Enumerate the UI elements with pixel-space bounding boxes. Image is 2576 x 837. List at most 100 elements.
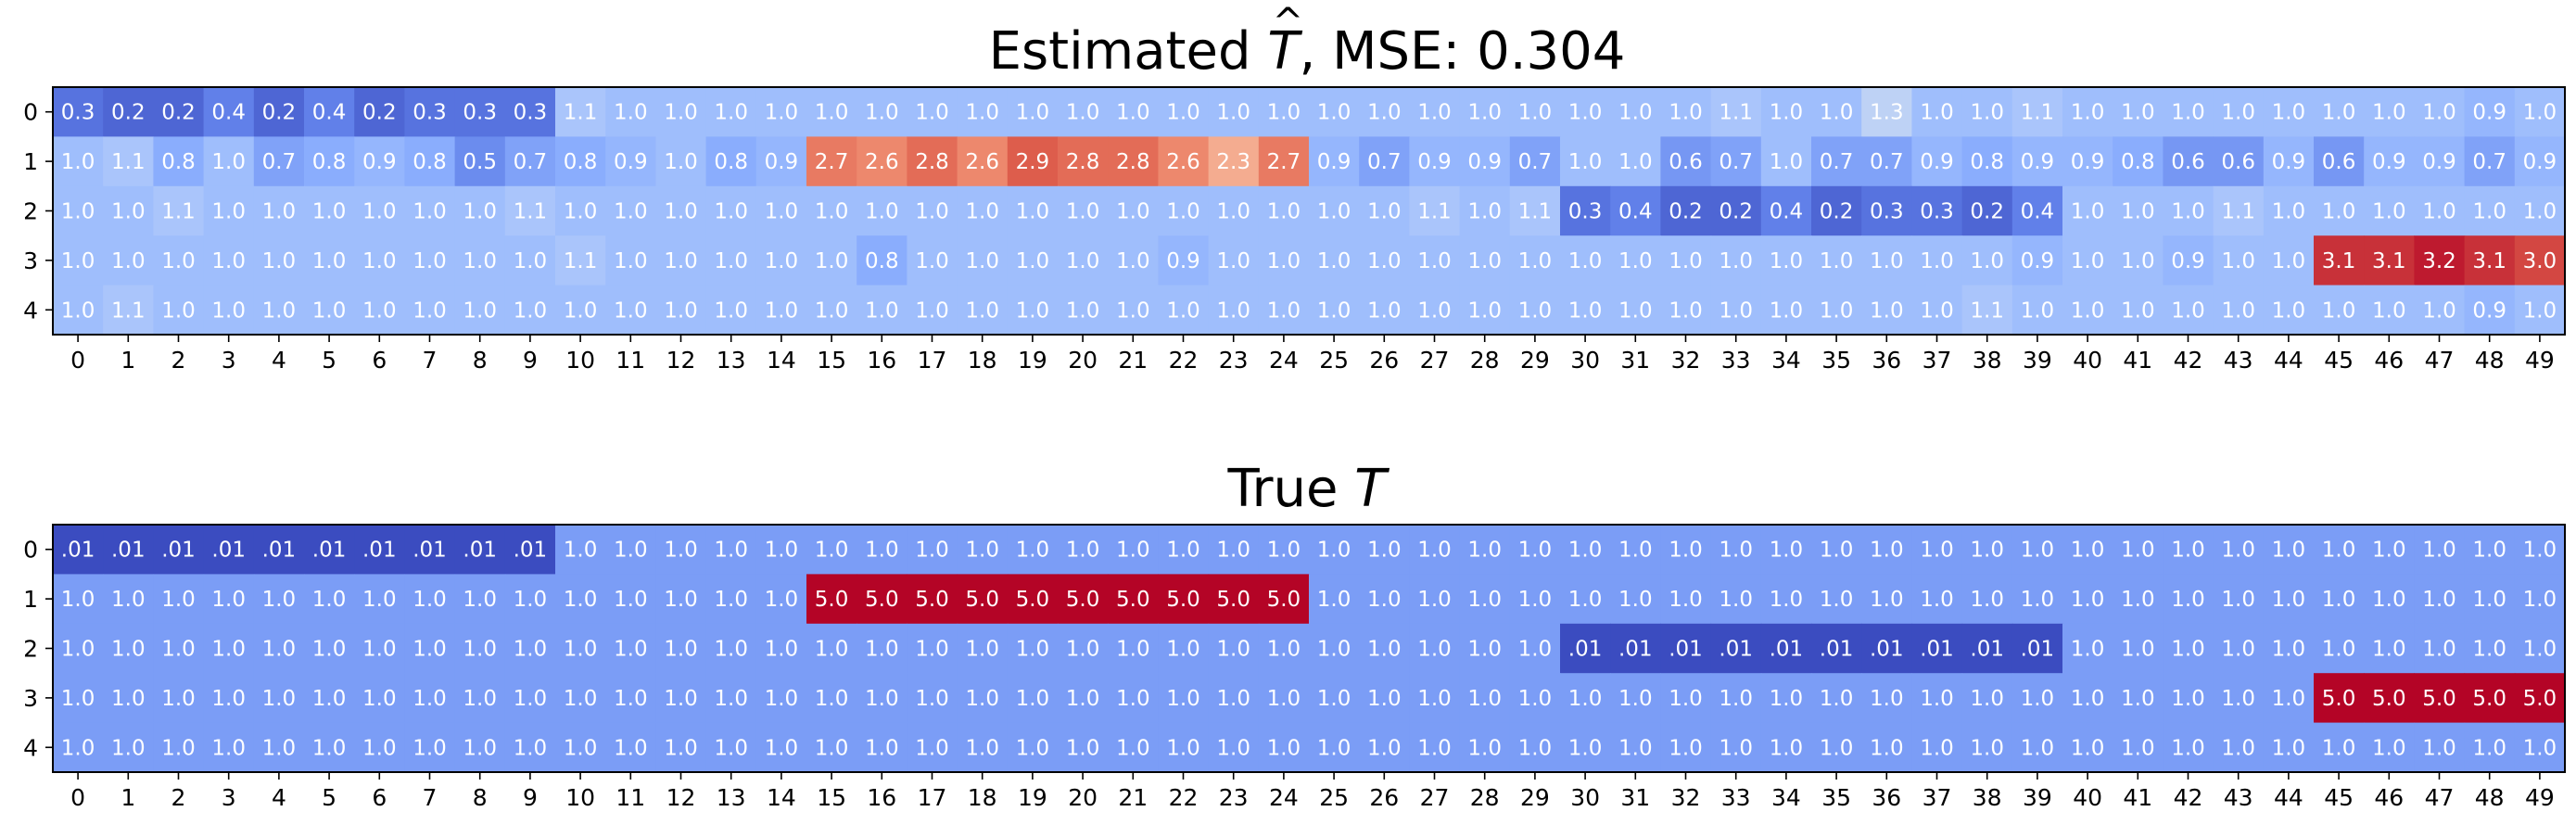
true-cell-r0-c9: [504, 525, 556, 575]
estimated-cell-r3-c6: [354, 235, 405, 286]
estimated-cell-r3-c49: [2514, 235, 2566, 286]
estimated-cell-r1-c38: [1961, 136, 2013, 187]
true-cell-r4-c11: [605, 722, 656, 773]
estimated-cell-r1-c33: [1710, 136, 1762, 187]
estimated-cell-r4-c28: [1459, 285, 1511, 336]
true-cell-label-r3-c22: 1.0: [1166, 687, 1200, 711]
true-cell-r2-c21: [1108, 623, 1159, 674]
estimated-cell-label-r1-c23: 2.3: [1216, 150, 1250, 174]
estimated-cell-r2-c36: [1861, 185, 1912, 236]
true-cell-label-r4-c23: 1.0: [1216, 736, 1250, 760]
estimated-cell-label-r1-c26: 0.7: [1367, 150, 1402, 174]
estimated-x-tick-label-12: 12: [666, 347, 696, 374]
true-cell-label-r3-c25: 1.0: [1317, 687, 1351, 711]
true-y-tick-label-1: 1: [23, 586, 38, 613]
estimated-cell-r2-c14: [755, 185, 807, 236]
true-x-tick-label-2: 2: [171, 784, 186, 811]
estimated-cell-r1-c13: [705, 136, 757, 187]
true-cell-label-r3-c17: 1.0: [915, 687, 949, 711]
estimated-cell-r3-c30: [1560, 235, 1611, 286]
estimated-cell-label-r0-c34: 1.0: [1770, 101, 1804, 125]
true-cell-r3-c12: [655, 673, 707, 724]
estimated-cell-r0-c29: [1509, 87, 1561, 137]
true-x-tick-label-26: 26: [1369, 784, 1399, 811]
estimated-cell-r3-c37: [1911, 235, 1963, 286]
estimated-cell-label-r1-c16: 2.6: [865, 150, 899, 174]
true-cell-label-r2-c27: 1.0: [1417, 638, 1452, 662]
estimated-cell-label-r2-c39: 0.4: [2021, 200, 2055, 224]
true-cell-label-r1-c11: 1.0: [614, 588, 648, 612]
estimated-cell-label-r3-c43: 1.0: [2221, 249, 2255, 273]
estimated-cell-label-r2-c44: 1.0: [2272, 200, 2306, 224]
estimated-cell-label-r3-c2: 1.0: [161, 249, 196, 273]
estimated-cell-r2-c33: [1710, 185, 1762, 236]
estimated-x-tick-label-48: 48: [2475, 347, 2505, 374]
true-cell-label-r0-c14: 1.0: [765, 539, 799, 563]
true-cell-label-r0-c16: 1.0: [865, 539, 899, 563]
true-cell-label-r4-c40: 1.0: [2071, 736, 2105, 760]
estimated-cell-r0-c31: [1610, 87, 1661, 137]
true-y-tick-label-3: 3: [23, 685, 38, 712]
true-cell-r1-c7: [404, 574, 456, 625]
true-cell-r2-c17: [907, 623, 958, 674]
true-cell-r2-c45: [2314, 623, 2365, 674]
true-cell-r2-c0: [53, 623, 104, 674]
true-cell-label-r0-c46: 1.0: [2372, 539, 2406, 563]
true-cell-r2-c10: [555, 623, 606, 674]
estimated-cell-label-r4-c17: 1.0: [915, 298, 949, 323]
estimated-cell-r4-c26: [1359, 285, 1410, 336]
estimated-cell-r1-c49: [2514, 136, 2566, 187]
estimated-x-tick-label-29: 29: [1520, 347, 1550, 374]
estimated-cell-r3-c34: [1760, 235, 1812, 286]
estimated-cell-r1-c43: [2213, 136, 2265, 187]
estimated-cell-r2-c43: [2213, 185, 2265, 236]
estimated-cell-label-r0-c46: 1.0: [2372, 101, 2406, 125]
estimated-cell-label-r2-c16: 1.0: [865, 200, 899, 224]
estimated-cell-r2-c25: [1309, 185, 1360, 236]
true-cell-label-r2-c4: 1.0: [262, 638, 297, 662]
true-cell-label-r3-c2: 1.0: [161, 687, 196, 711]
true-cell-label-r1-c0: 1.0: [61, 588, 95, 612]
true-cell-r2-c30: [1560, 623, 1611, 674]
true-cell-r4-c13: [705, 722, 757, 773]
estimated-cell-label-r1-c29: 0.7: [1518, 150, 1553, 174]
estimated-cell-r1-c0: [53, 136, 104, 187]
estimated-cell-label-r1-c2: 0.8: [161, 150, 196, 174]
estimated-cell-label-r2-c48: 1.0: [2472, 200, 2506, 224]
true-cell-r4-c2: [153, 722, 205, 773]
true-cell-r2-c23: [1208, 623, 1260, 674]
true-cell-r1-c14: [755, 574, 807, 625]
true-cell-label-r4-c37: 1.0: [1920, 736, 1954, 760]
true-x-tick-label-35: 35: [1821, 784, 1851, 811]
true-cell-label-r2-c24: 1.0: [1267, 638, 1301, 662]
true-cell-r3-c48: [2464, 673, 2516, 724]
true-x-tick-label-42: 42: [2174, 784, 2203, 811]
true-cell-label-r3-c13: 1.0: [714, 687, 748, 711]
estimated-cell-r2-c11: [605, 185, 656, 236]
estimated-cell-r2-c5: [304, 185, 355, 236]
true-cell-label-r1-c41: 1.0: [2121, 588, 2155, 612]
true-cell-r0-c34: [1760, 525, 1812, 575]
true-cell-label-r2-c32: .01: [1669, 638, 1703, 662]
true-cell-label-r3-c1: 1.0: [111, 687, 146, 711]
estimated-cell-label-r1-c7: 0.8: [412, 150, 447, 174]
true-cell-r2-c48: [2464, 623, 2516, 674]
estimated-cell-label-r4-c16: 1.0: [865, 298, 899, 323]
estimated-cell-label-r2-c33: 0.2: [1719, 200, 1753, 224]
estimated-cell-label-r3-c7: 1.0: [412, 249, 447, 273]
estimated-cell-r3-c24: [1258, 235, 1310, 286]
true-cell-r2-c41: [2113, 623, 2164, 674]
estimated-cell-r1-c36: [1861, 136, 1912, 187]
estimated-cell-r2-c18: [957, 185, 1009, 236]
true-cell-r0-c37: [1911, 525, 1963, 575]
estimated-x-tick-label-25: 25: [1319, 347, 1349, 374]
true-cell-r0-c6: [354, 525, 405, 575]
true-x-tick-label-34: 34: [1771, 784, 1801, 811]
estimated-cell-r4-c22: [1158, 285, 1210, 336]
estimated-cell-r3-c23: [1208, 235, 1260, 286]
estimated-cell-label-r4-c31: 1.0: [1618, 298, 1653, 323]
estimated-cell-r0-c11: [605, 87, 656, 137]
true-cell-r1-c41: [2113, 574, 2164, 625]
true-cell-r2-c6: [354, 623, 405, 674]
estimated-cell-label-r4-c33: 1.0: [1719, 298, 1753, 323]
